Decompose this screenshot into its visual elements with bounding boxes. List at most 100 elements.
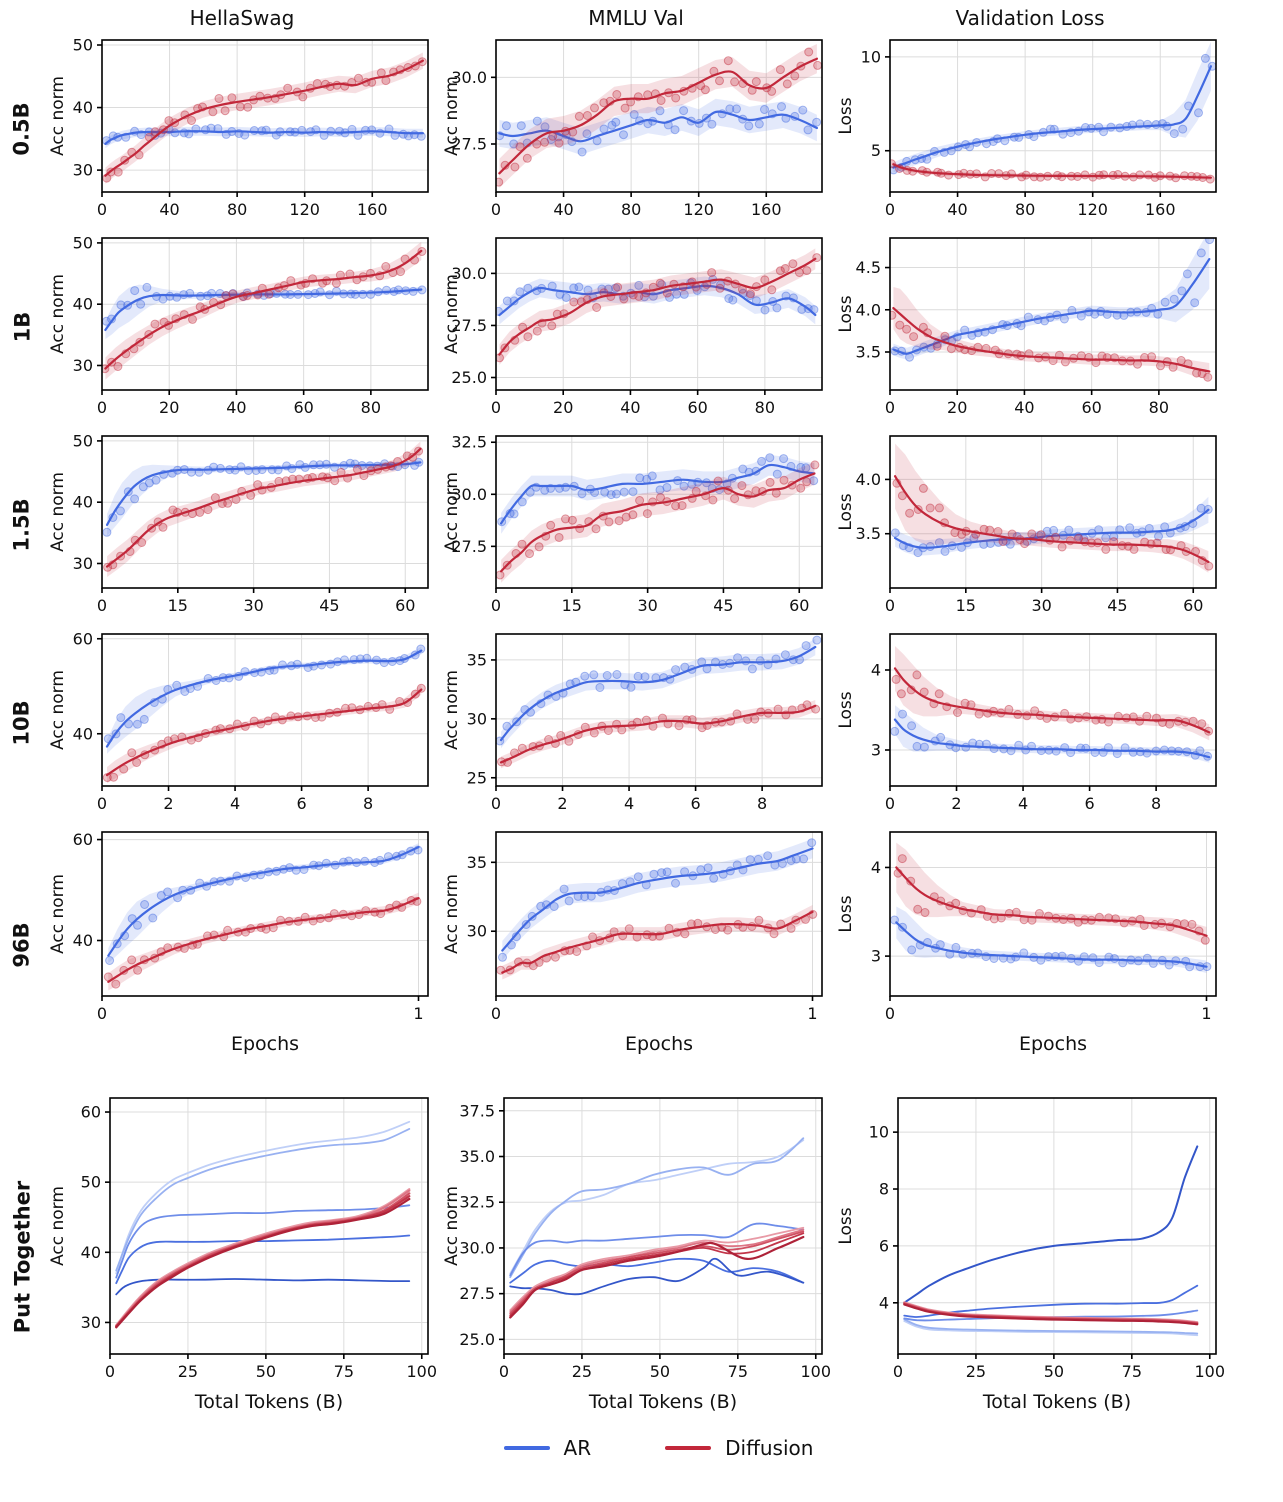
chart-panel-10B-mmlu: 0 2 4 6 8 25 30 35 Acc norm xyxy=(442,626,830,820)
svg-text:40: 40 xyxy=(553,200,573,219)
svg-text:0: 0 xyxy=(491,794,501,813)
svg-text:50: 50 xyxy=(1044,1362,1064,1381)
svg-text:Acc norm: Acc norm xyxy=(48,472,68,552)
svg-text:Loss: Loss xyxy=(836,97,856,134)
svg-text:20: 20 xyxy=(159,398,179,417)
diffusion-line-swatch xyxy=(665,1446,712,1450)
svg-text:Acc norm: Acc norm xyxy=(442,472,462,552)
svg-text:30: 30 xyxy=(243,596,263,615)
svg-text:20: 20 xyxy=(947,398,967,417)
svg-text:Loss: Loss xyxy=(836,895,856,932)
svg-text:8: 8 xyxy=(363,794,373,813)
svg-text:35.0: 35.0 xyxy=(459,1147,495,1166)
svg-text:30: 30 xyxy=(637,596,657,615)
svg-text:0: 0 xyxy=(885,200,895,219)
svg-text:6: 6 xyxy=(690,794,700,813)
svg-text:120: 120 xyxy=(1077,200,1108,219)
svg-text:27.5: 27.5 xyxy=(451,135,487,154)
svg-text:50: 50 xyxy=(81,1173,101,1192)
svg-text:60: 60 xyxy=(789,596,809,615)
chart-panel-96B-loss: 0 1 3 4 Loss Epochs xyxy=(836,824,1224,1066)
chart-panel-1_5B-hellaswag: 0 15 30 45 60 30 40 50 Acc norm xyxy=(48,428,436,622)
svg-text:2: 2 xyxy=(163,794,173,813)
svg-text:1: 1 xyxy=(413,1004,423,1023)
row-label-0_5B: 0.5B xyxy=(10,102,34,156)
svg-text:30: 30 xyxy=(73,161,93,180)
svg-text:60: 60 xyxy=(1183,596,1203,615)
svg-text:3: 3 xyxy=(871,741,881,760)
svg-text:4: 4 xyxy=(1018,794,1028,813)
ar-line-swatch xyxy=(503,1446,550,1450)
svg-text:4: 4 xyxy=(871,858,881,877)
svg-text:Acc norm: Acc norm xyxy=(442,1186,462,1266)
row-label-96B: 96B xyxy=(10,922,35,968)
svg-text:40: 40 xyxy=(73,493,93,512)
svg-text:0: 0 xyxy=(499,1362,509,1381)
row-0_5B: 0.5B 0 40 80 120 160 30 40 50 Acc norm 0 40 80 120 1… xyxy=(2,32,1275,226)
svg-text:4: 4 xyxy=(624,794,634,813)
svg-text:0: 0 xyxy=(97,398,107,417)
title-spacer xyxy=(2,6,42,30)
svg-text:15: 15 xyxy=(168,596,188,615)
svg-text:1: 1 xyxy=(1201,1004,1211,1023)
svg-text:3: 3 xyxy=(871,947,881,966)
svg-text:20: 20 xyxy=(553,398,573,417)
svg-text:0: 0 xyxy=(97,596,107,615)
legend-item-ar: AR xyxy=(503,1436,592,1460)
chart-panel-96B-hellaswag: 0 1 40 60 Acc norm Epochs xyxy=(48,824,436,1066)
svg-text:75: 75 xyxy=(1122,1362,1142,1381)
chart-panel-96B-mmlu: 0 1 30 35 Acc norm Epochs xyxy=(442,824,830,1066)
svg-text:8: 8 xyxy=(757,794,767,813)
chart-panel-10B-hellaswag: 0 2 4 6 8 40 60 Acc norm xyxy=(48,626,436,820)
row-10B: 10B 0 2 4 6 8 40 60 Acc norm 0 2 4 6 8 25 30 35 Acc nor… xyxy=(2,626,1275,820)
svg-text:6: 6 xyxy=(296,794,306,813)
legend: AR Diffusion xyxy=(42,1436,1275,1460)
svg-text:0: 0 xyxy=(885,596,895,615)
column-title-hellaswag: HellaSwag xyxy=(189,6,295,30)
svg-text:45: 45 xyxy=(1107,596,1127,615)
svg-text:Acc norm: Acc norm xyxy=(442,274,462,354)
svg-text:5: 5 xyxy=(871,141,881,160)
row-1B: 1B 0 20 40 60 80 30 40 50 Acc norm 0 20 40 60 80 25.0… xyxy=(2,230,1275,424)
svg-text:60: 60 xyxy=(395,596,415,615)
svg-text:0: 0 xyxy=(97,200,107,219)
svg-text:0: 0 xyxy=(97,794,107,813)
svg-text:40: 40 xyxy=(73,295,93,314)
svg-text:Acc norm: Acc norm xyxy=(442,76,462,156)
legend-label-ar: AR xyxy=(563,1436,592,1460)
svg-text:1: 1 xyxy=(807,1004,817,1023)
svg-text:25: 25 xyxy=(572,1362,592,1381)
svg-text:30: 30 xyxy=(73,356,93,375)
svg-text:0: 0 xyxy=(105,1362,115,1381)
row-label-1B: 1B xyxy=(10,311,34,343)
svg-text:3.5: 3.5 xyxy=(856,343,881,362)
svg-text:40: 40 xyxy=(81,1243,101,1262)
svg-text:0: 0 xyxy=(491,596,501,615)
svg-text:Loss: Loss xyxy=(836,1207,856,1244)
svg-text:15: 15 xyxy=(956,596,976,615)
svg-text:27.5: 27.5 xyxy=(451,537,487,556)
svg-text:160: 160 xyxy=(751,200,782,219)
chart-panel-1B-mmlu: 0 20 40 60 80 25.0 27.5 30.0 Acc norm xyxy=(442,230,830,424)
svg-text:80: 80 xyxy=(755,398,775,417)
svg-text:80: 80 xyxy=(361,398,381,417)
svg-text:35: 35 xyxy=(467,650,487,669)
svg-text:15: 15 xyxy=(562,596,582,615)
svg-text:Loss: Loss xyxy=(836,295,856,332)
svg-text:30: 30 xyxy=(73,554,93,573)
svg-text:Total Tokens (B): Total Tokens (B) xyxy=(194,1391,343,1413)
svg-text:Acc norm: Acc norm xyxy=(48,76,68,156)
chart-panel-put-together-mmlu: 0 25 50 75 100 25.0 27.5 30.0 32.5 35.0 37.5 Acc no… xyxy=(442,1090,831,1424)
svg-text:80: 80 xyxy=(621,200,641,219)
svg-text:30: 30 xyxy=(467,922,487,941)
svg-text:Acc norm: Acc norm xyxy=(48,670,68,750)
chart-panel-0_5B-hellaswag: 0 40 80 120 160 30 40 50 Acc norm xyxy=(48,32,436,226)
svg-text:Epochs: Epochs xyxy=(625,1033,693,1055)
svg-text:60: 60 xyxy=(1081,398,1101,417)
svg-text:25.0: 25.0 xyxy=(459,1330,495,1349)
svg-text:Acc norm: Acc norm xyxy=(48,874,68,954)
svg-text:30.0: 30.0 xyxy=(451,264,487,283)
svg-text:25: 25 xyxy=(467,768,487,787)
figure: HellaSwag MMLU Val Validation Loss 0.5B … xyxy=(2,6,1275,1460)
svg-text:4.0: 4.0 xyxy=(856,300,881,319)
